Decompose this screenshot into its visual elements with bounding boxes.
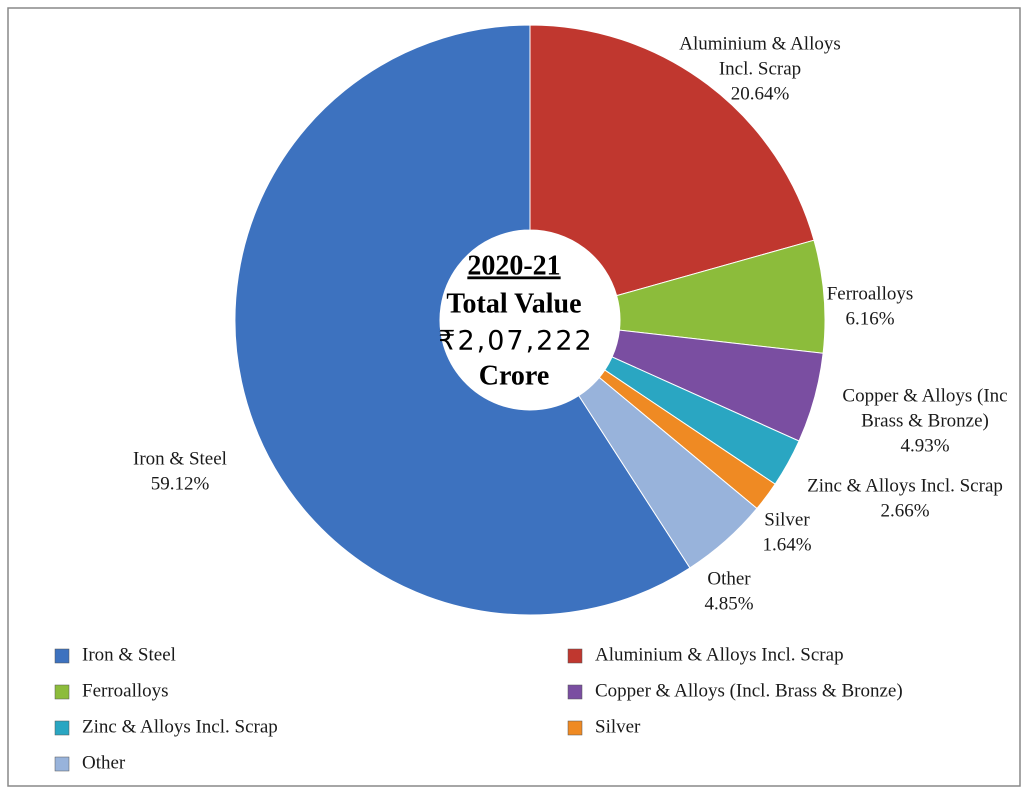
legend-swatch xyxy=(54,720,70,736)
center-text: Total Value xyxy=(446,288,581,319)
legend-label: Aluminium & Alloys Incl. Scrap xyxy=(595,644,844,665)
center-text: ₹2,07,222 xyxy=(438,326,593,357)
legend-label: Zinc & Alloys Incl. Scrap xyxy=(82,716,278,737)
value-label: 1.64% xyxy=(762,534,811,555)
slice-label: Zinc & Alloys Incl. Scrap xyxy=(807,475,1003,496)
center-text: Crore xyxy=(479,360,550,391)
value-label: 6.16% xyxy=(845,308,894,329)
legend-label: Iron & Steel xyxy=(82,644,176,665)
slice-label: Other xyxy=(707,568,751,589)
legend-label: Copper & Alloys (Incl. Brass & Bronze) xyxy=(595,680,903,701)
legend-swatch xyxy=(567,648,583,664)
value-label: 59.12% xyxy=(151,473,210,494)
legend-label: Ferroalloys xyxy=(82,680,169,701)
slice-label: Brass & Bronze) xyxy=(861,410,989,431)
center-text: 2020-21 xyxy=(467,250,560,281)
slice xyxy=(578,376,758,569)
slice-label: Copper & Alloys (Inc xyxy=(842,385,1007,406)
slice xyxy=(529,24,815,297)
legend-swatch xyxy=(54,756,70,772)
legend-swatch xyxy=(567,684,583,700)
legend-label: Other xyxy=(82,752,126,773)
legend-swatch xyxy=(54,684,70,700)
legend-label: Silver xyxy=(595,716,641,737)
slice xyxy=(234,24,691,616)
value-label: 4.85% xyxy=(704,593,753,614)
legend-swatch xyxy=(54,648,70,664)
legend-swatch xyxy=(567,720,583,736)
slice-label: Incl. Scrap xyxy=(719,58,801,79)
slice-label: Aluminium & Alloys xyxy=(679,33,841,54)
slice-label: Ferroalloys xyxy=(827,283,914,304)
slice-label: Iron & Steel xyxy=(133,448,227,469)
slice-label: Silver xyxy=(764,509,810,530)
value-label: 2.66% xyxy=(880,500,929,521)
value-label: 20.64% xyxy=(731,83,790,104)
value-label: 4.93% xyxy=(900,435,949,456)
